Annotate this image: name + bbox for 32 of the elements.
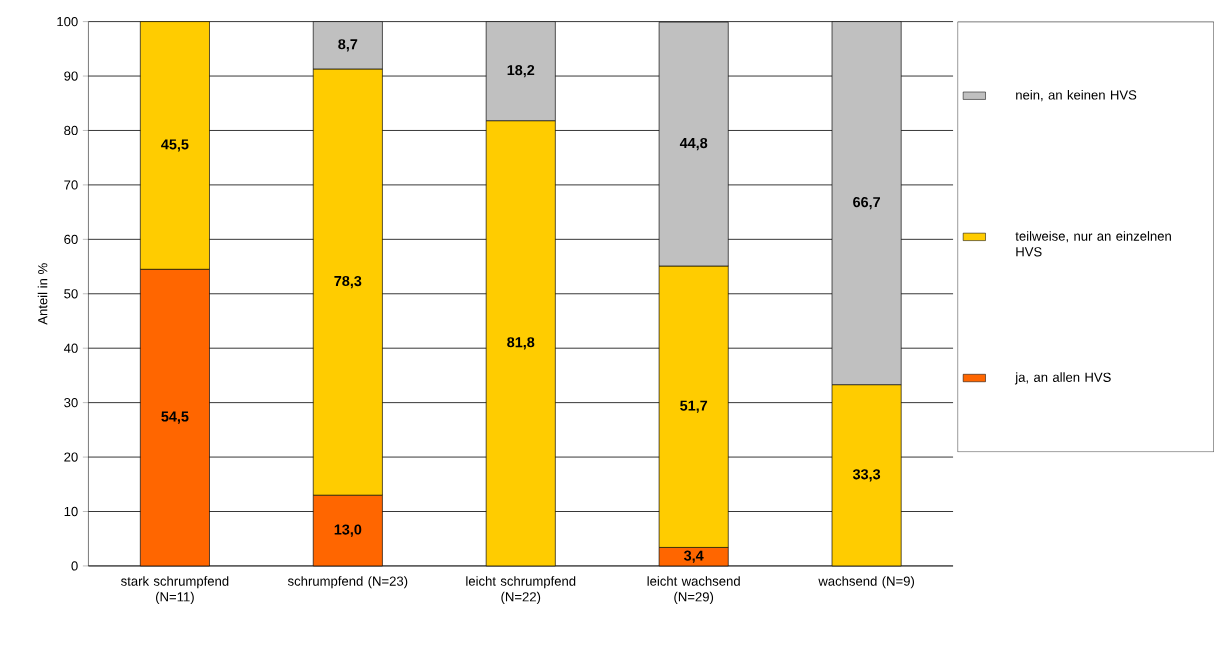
data-label: 13,0: [334, 524, 362, 537]
x-tick-label: leicht schrumpfend (N=22): [466, 575, 576, 604]
data-label: 51,7: [680, 400, 708, 413]
data-label: 81,8: [507, 337, 535, 350]
legend-label: ja, an allen HVS: [1014, 372, 1111, 385]
y-tick-label: 10: [64, 506, 78, 516]
y-tick-label: 20: [64, 452, 78, 462]
data-label: 78,3: [334, 275, 362, 289]
y-tick-label: 100: [57, 16, 78, 27]
y-tick-label: 40: [63, 343, 78, 353]
y-tick-label: 80: [64, 125, 78, 135]
y-tick-label: 90: [64, 71, 78, 81]
x-tick-label: schrumpfend (N=23): [287, 575, 408, 589]
y-tick-label: 0: [71, 561, 78, 571]
y-axis-title: Anteil in %: [37, 263, 48, 325]
data-label: 18,2: [507, 64, 535, 78]
data-label: 66,7: [853, 196, 880, 210]
legend-label: nein, an keinen HVS: [1016, 89, 1137, 101]
y-tick-label: 60: [64, 234, 78, 244]
x-tick-label: wachsend (N=9): [818, 575, 915, 589]
x-tick-label: stark schrumpfend (N=11): [121, 575, 229, 604]
legend-label: teilweise, nur an einzelnen HVS: [1015, 230, 1171, 257]
y-tick-label: 70: [64, 180, 78, 190]
data-label: 54,5: [161, 411, 189, 424]
data-label: 45,5: [161, 139, 189, 152]
data-label: 3,4: [683, 550, 704, 563]
y-tick-label: 30: [64, 397, 78, 408]
data-label: 33,3: [852, 469, 881, 482]
data-label: 44,8: [679, 137, 708, 151]
y-tick-label: 50: [64, 288, 78, 299]
data-label: 8,7: [338, 38, 358, 52]
x-tick-label: leicht wachsend (N=29): [647, 575, 740, 604]
